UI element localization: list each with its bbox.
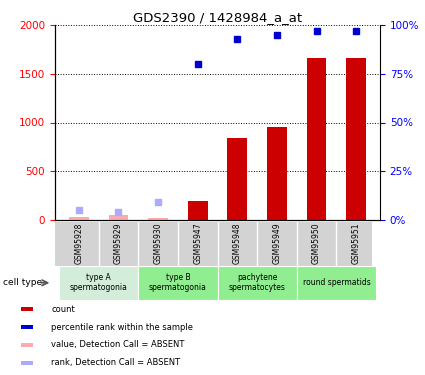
Text: count: count bbox=[51, 304, 75, 313]
Text: GSM95950: GSM95950 bbox=[312, 223, 321, 264]
Bar bbox=[148, 217, 168, 220]
Text: GSM95930: GSM95930 bbox=[153, 223, 162, 264]
Bar bbox=[138, 266, 218, 300]
Text: GSM95947: GSM95947 bbox=[193, 223, 202, 264]
Text: value, Detection Call = ABSENT: value, Detection Call = ABSENT bbox=[51, 340, 184, 350]
Bar bbox=[267, 128, 287, 220]
Bar bbox=[188, 201, 207, 220]
Bar bbox=[69, 217, 89, 220]
Bar bbox=[227, 138, 247, 220]
Bar bbox=[108, 215, 128, 220]
Bar bbox=[21, 361, 33, 365]
Bar bbox=[346, 58, 366, 220]
Text: GSM95929: GSM95929 bbox=[114, 223, 123, 264]
Text: cell type: cell type bbox=[3, 278, 42, 287]
Text: pachytene
spermatocytes: pachytene spermatocytes bbox=[229, 273, 286, 292]
Text: GSM95948: GSM95948 bbox=[233, 223, 242, 264]
Bar bbox=[297, 266, 376, 300]
Text: GSM95951: GSM95951 bbox=[352, 223, 361, 264]
Text: rank, Detection Call = ABSENT: rank, Detection Call = ABSENT bbox=[51, 358, 180, 368]
Text: percentile rank within the sample: percentile rank within the sample bbox=[51, 322, 193, 332]
Bar bbox=[218, 266, 297, 300]
Text: type B
spermatogonia: type B spermatogonia bbox=[149, 273, 207, 292]
Bar bbox=[21, 325, 33, 329]
Bar bbox=[21, 307, 33, 311]
Bar bbox=[59, 266, 138, 300]
Text: type A
spermatogonia: type A spermatogonia bbox=[70, 273, 128, 292]
Bar bbox=[21, 343, 33, 347]
Title: GDS2390 / 1428984_a_at: GDS2390 / 1428984_a_at bbox=[133, 11, 302, 24]
Text: GSM95949: GSM95949 bbox=[272, 223, 281, 264]
Bar bbox=[307, 58, 326, 220]
Text: GSM95928: GSM95928 bbox=[74, 223, 83, 264]
Text: round spermatids: round spermatids bbox=[303, 278, 370, 287]
